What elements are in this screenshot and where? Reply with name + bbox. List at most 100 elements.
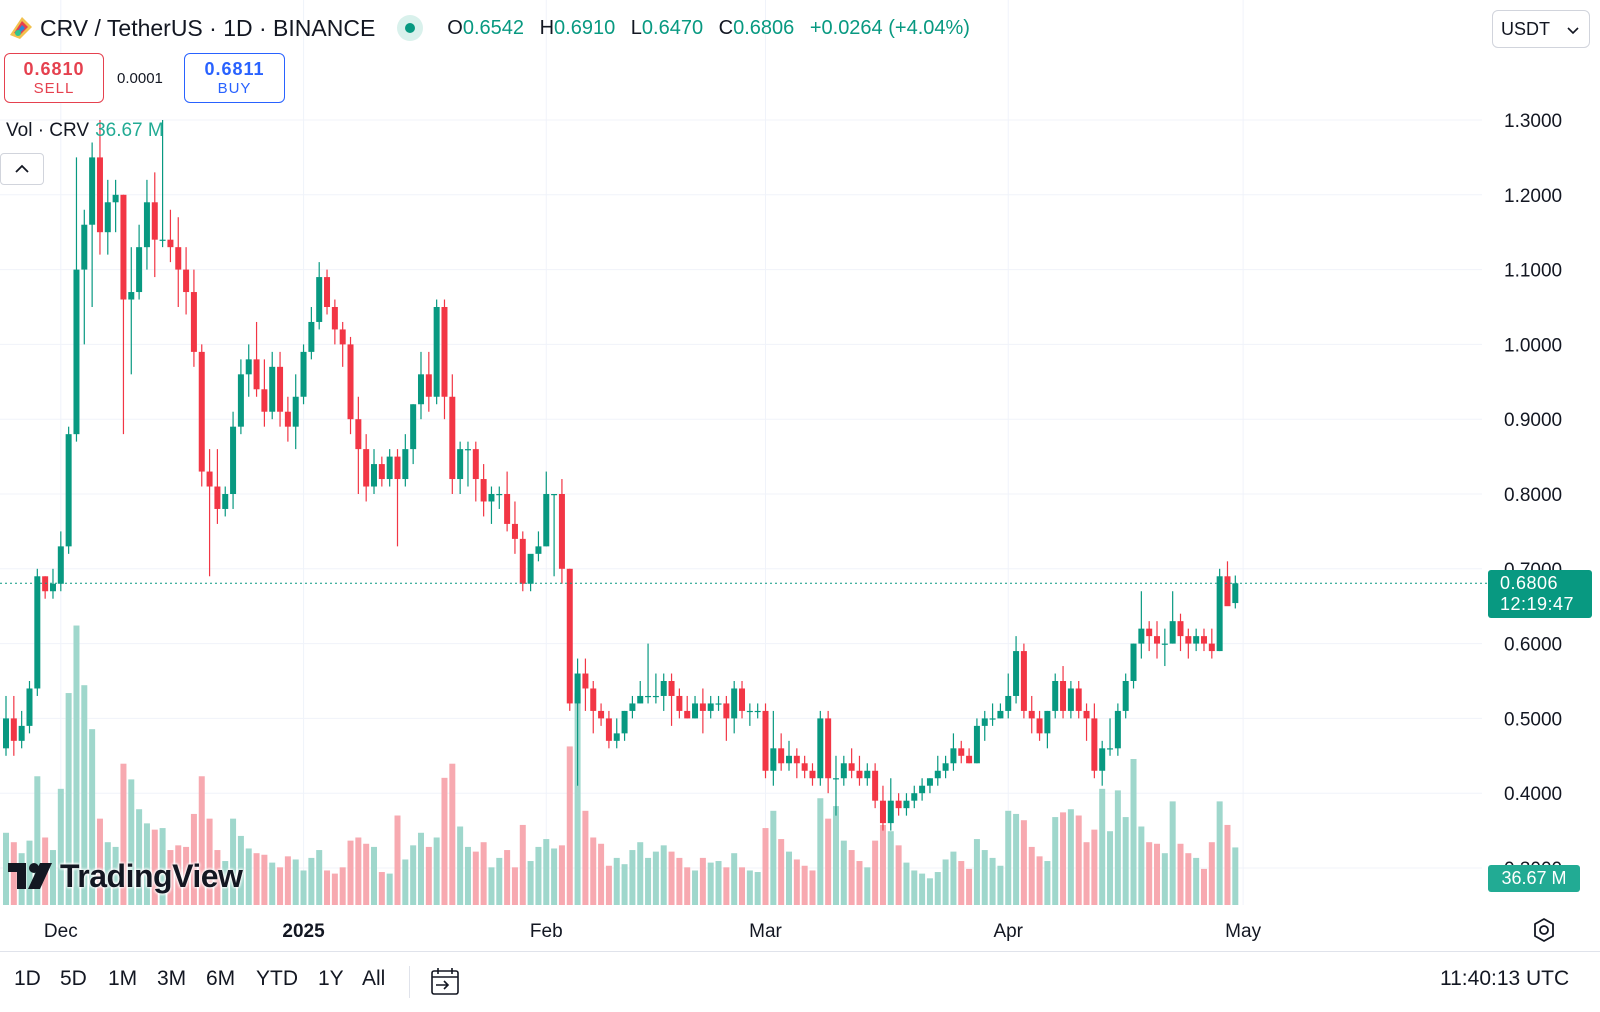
candle-body: [1114, 710, 1121, 749]
candle-body: [1146, 628, 1153, 637]
candle-body: [848, 763, 855, 771]
range-3m-button[interactable]: 3M: [157, 967, 187, 990]
volume-bar: [496, 857, 503, 905]
sell-button[interactable]: 0.6810 SELL: [4, 53, 104, 103]
tradingview-logo[interactable]: TradingView: [8, 856, 243, 896]
candle-body: [253, 359, 260, 390]
candle-body: [371, 464, 378, 487]
volume-bar: [832, 806, 839, 905]
candle-body: [441, 307, 448, 397]
volume-bar: [324, 870, 331, 905]
candle-body: [1083, 710, 1090, 719]
buy-button[interactable]: 0.6811 BUY: [184, 53, 285, 103]
candle-body: [1177, 621, 1184, 637]
volume-bar: [394, 815, 401, 905]
volume-bar: [57, 788, 64, 905]
candle-body: [793, 755, 800, 764]
volume-bar: [629, 850, 636, 905]
range-5d-button[interactable]: 5D: [60, 967, 87, 990]
volume-bar: [183, 846, 190, 905]
price-tick-label: 1.3000: [1504, 111, 1562, 132]
volume-bar: [1193, 857, 1200, 905]
volume-bar: [942, 859, 949, 905]
candle-body: [488, 494, 495, 502]
candle-body: [1224, 576, 1231, 607]
volume-bar: [801, 865, 808, 905]
utc-clock: 11:40:13 UTC: [1440, 967, 1570, 990]
symbol-title[interactable]: CRV / TetherUS · 1D · BINANCE: [40, 14, 376, 41]
candle-body: [746, 710, 753, 713]
go-to-date-calendar-icon[interactable]: [428, 966, 462, 998]
candle-body: [778, 748, 785, 764]
candle-body: [1036, 718, 1043, 734]
candle-body: [629, 703, 636, 711]
ohlc-values: O0.6542 H0.6910 L0.6470 C0.6806 +0.0264 …: [447, 16, 970, 39]
volume-legend[interactable]: Vol · CRV 36.67 M: [6, 120, 164, 142]
crv-coin-icon[interactable]: [6, 13, 36, 43]
candle-body: [464, 449, 471, 451]
chart-grid: [0, 0, 1482, 905]
volume-bar: [926, 878, 933, 905]
volume-bar: [723, 867, 730, 905]
candle-body: [558, 494, 565, 569]
volume-bar: [958, 861, 965, 905]
candle-body: [3, 718, 9, 749]
range-1y-button[interactable]: 1Y: [318, 967, 344, 990]
candle-body: [832, 778, 839, 780]
time-tick-label: Mar: [749, 921, 782, 942]
candle-body: [1091, 718, 1098, 771]
volume-bar: [793, 859, 800, 905]
volume-bar: [848, 850, 855, 905]
collapse-legend-button[interactable]: [0, 153, 44, 185]
range-6m-button[interactable]: 6M: [206, 967, 236, 990]
range-1m-button[interactable]: 1M: [108, 967, 138, 990]
candle-body: [136, 247, 143, 293]
candle-body: [417, 374, 424, 405]
range-all-button[interactable]: All: [362, 967, 386, 990]
high-value: 0.6910: [554, 16, 616, 39]
buy-price: 0.6811: [204, 59, 265, 79]
range-1d-button[interactable]: 1D: [14, 967, 41, 990]
currency-select[interactable]: USDT: [1492, 10, 1590, 48]
volume-bar: [347, 840, 354, 905]
volume-bar: [574, 693, 581, 905]
candlestick-chart[interactable]: 1.30001.20001.10001.00000.90000.80000.70…: [0, 0, 1600, 951]
chart-settings-gear-icon[interactable]: [1530, 916, 1558, 944]
volume-bar: [919, 873, 926, 905]
volume-bar: [112, 846, 119, 905]
volume-bar: [143, 823, 150, 905]
candle-body: [347, 344, 354, 420]
candle-body: [34, 576, 41, 689]
candle-body: [198, 351, 205, 472]
candle-body: [1067, 688, 1074, 711]
candle-body: [480, 479, 487, 502]
volume-bar: [645, 857, 652, 905]
volume-bar: [762, 828, 769, 905]
candle-body: [582, 673, 589, 689]
candle-body: [997, 710, 1004, 719]
candle-body: [206, 471, 213, 487]
volume-bar: [472, 851, 479, 905]
candle-body: [26, 688, 33, 726]
volume-bar: [613, 857, 620, 905]
volume-bar: [1232, 847, 1239, 905]
candle-body: [966, 755, 973, 764]
price-tick-label: 0.4000: [1504, 784, 1562, 805]
candle-body: [89, 157, 96, 225]
volume-bar: [1099, 788, 1106, 905]
candle-body: [175, 247, 182, 270]
candle-body: [527, 553, 534, 584]
volume-bar: [277, 867, 284, 905]
price-tick-label: 1.1000: [1504, 261, 1562, 282]
volume-bar: [237, 835, 244, 905]
volume-bar: [245, 848, 252, 905]
toolbar-divider: [409, 966, 410, 998]
candle-body: [65, 434, 72, 547]
price-tick-label: 0.6000: [1504, 635, 1562, 656]
range-ytd-button[interactable]: YTD: [256, 967, 298, 990]
candle-body: [1161, 643, 1168, 645]
candle-body: [864, 770, 871, 779]
candle-body: [731, 688, 738, 719]
volume-bar: [989, 857, 996, 905]
candle-body: [1005, 695, 1012, 711]
